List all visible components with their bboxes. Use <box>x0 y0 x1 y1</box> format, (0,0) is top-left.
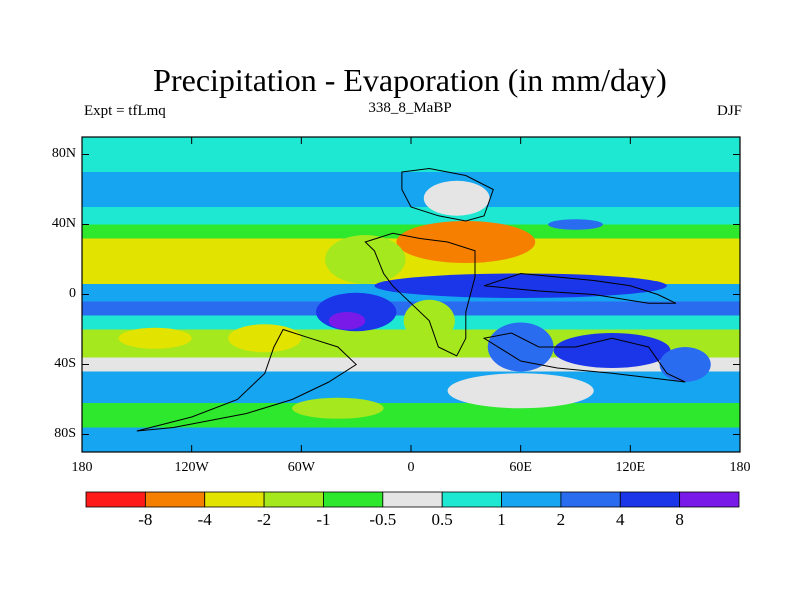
axis-ticks <box>81 137 741 452</box>
colorbar-label: 0.5 <box>431 510 453 529</box>
anomaly-region-2 <box>325 235 406 284</box>
colorbar <box>85 491 740 508</box>
colorbar-label: -8 <box>138 510 153 529</box>
anomaly-region-11 <box>118 327 192 349</box>
coastline <box>136 167 686 432</box>
anomaly-region-1 <box>396 221 536 263</box>
plot-subtitle: 338_8_MaBP <box>368 100 452 116</box>
experiment-label: Expt = tfLmq <box>84 103 166 119</box>
y-tick-label: 40N <box>51 215 76 231</box>
anomaly-region-10 <box>228 324 302 353</box>
colorbar-label: 8 <box>675 510 684 529</box>
zonal-band-2 <box>82 207 740 225</box>
season-label: DJF <box>716 103 742 119</box>
coastline-segment-1 <box>364 232 476 357</box>
colorbar-label: 1 <box>497 510 506 529</box>
coastline-segment-3 <box>482 332 686 383</box>
plot-title: Precipitation - Evaporation (in mm/day) <box>153 62 667 98</box>
y-tick-label: 80N <box>51 145 76 161</box>
colorbar-bin-5 <box>382 491 443 508</box>
coastline-segment-2 <box>483 272 677 304</box>
colorbar-bin-10 <box>679 491 740 508</box>
colorbar-label: -2 <box>256 510 272 529</box>
colorbar-bin-9 <box>619 491 681 508</box>
zonal-band-11 <box>82 403 740 428</box>
x-tick-label: 60E <box>509 460 532 475</box>
zonal-band-10 <box>82 371 740 403</box>
coastline-segment-0 <box>401 167 494 222</box>
x-tick-label: 120E <box>615 460 646 475</box>
colorbar-label: -1 <box>316 510 331 529</box>
colorbar-bin-7 <box>501 491 562 508</box>
anomaly-region-14 <box>548 219 603 230</box>
y-tick-label: 80S <box>54 425 76 441</box>
colorbar-bin-6 <box>441 491 502 508</box>
anomaly-region-12 <box>447 373 594 409</box>
colorbar-label: -4 <box>197 510 212 529</box>
pe-field <box>82 137 740 452</box>
colorbar-bin-1 <box>144 491 206 508</box>
colorbar-bin-4 <box>323 491 384 508</box>
y-tick-label: 0 <box>69 285 76 301</box>
y-tick-label: 40S <box>54 355 76 371</box>
x-tick-label: 120W <box>174 460 209 475</box>
anomaly-region-13 <box>292 397 384 419</box>
x-tick-label: 180 <box>71 460 93 475</box>
colorbar-bin-8 <box>560 491 621 508</box>
colorbar-label: 2 <box>556 510 566 529</box>
x-tick-label: 60W <box>287 460 315 475</box>
colorbar-bin-0 <box>85 491 146 508</box>
x-tick-label: 0 <box>407 460 415 475</box>
colorbar-bin-2 <box>204 491 265 508</box>
zonal-band-1 <box>82 172 740 207</box>
anomaly-region-5 <box>328 312 366 330</box>
anomaly-region-8 <box>553 333 671 368</box>
x-tick-label: 180 <box>729 460 751 475</box>
anomaly-region-3 <box>374 273 667 298</box>
colorbar-label: 4 <box>616 510 625 529</box>
anomaly-region-9 <box>659 347 711 382</box>
colorbar-bin-3 <box>263 491 324 508</box>
anomaly-region-0 <box>423 180 490 216</box>
coastline-segment-4 <box>136 328 358 432</box>
colorbar-label: -0.5 <box>369 510 397 529</box>
